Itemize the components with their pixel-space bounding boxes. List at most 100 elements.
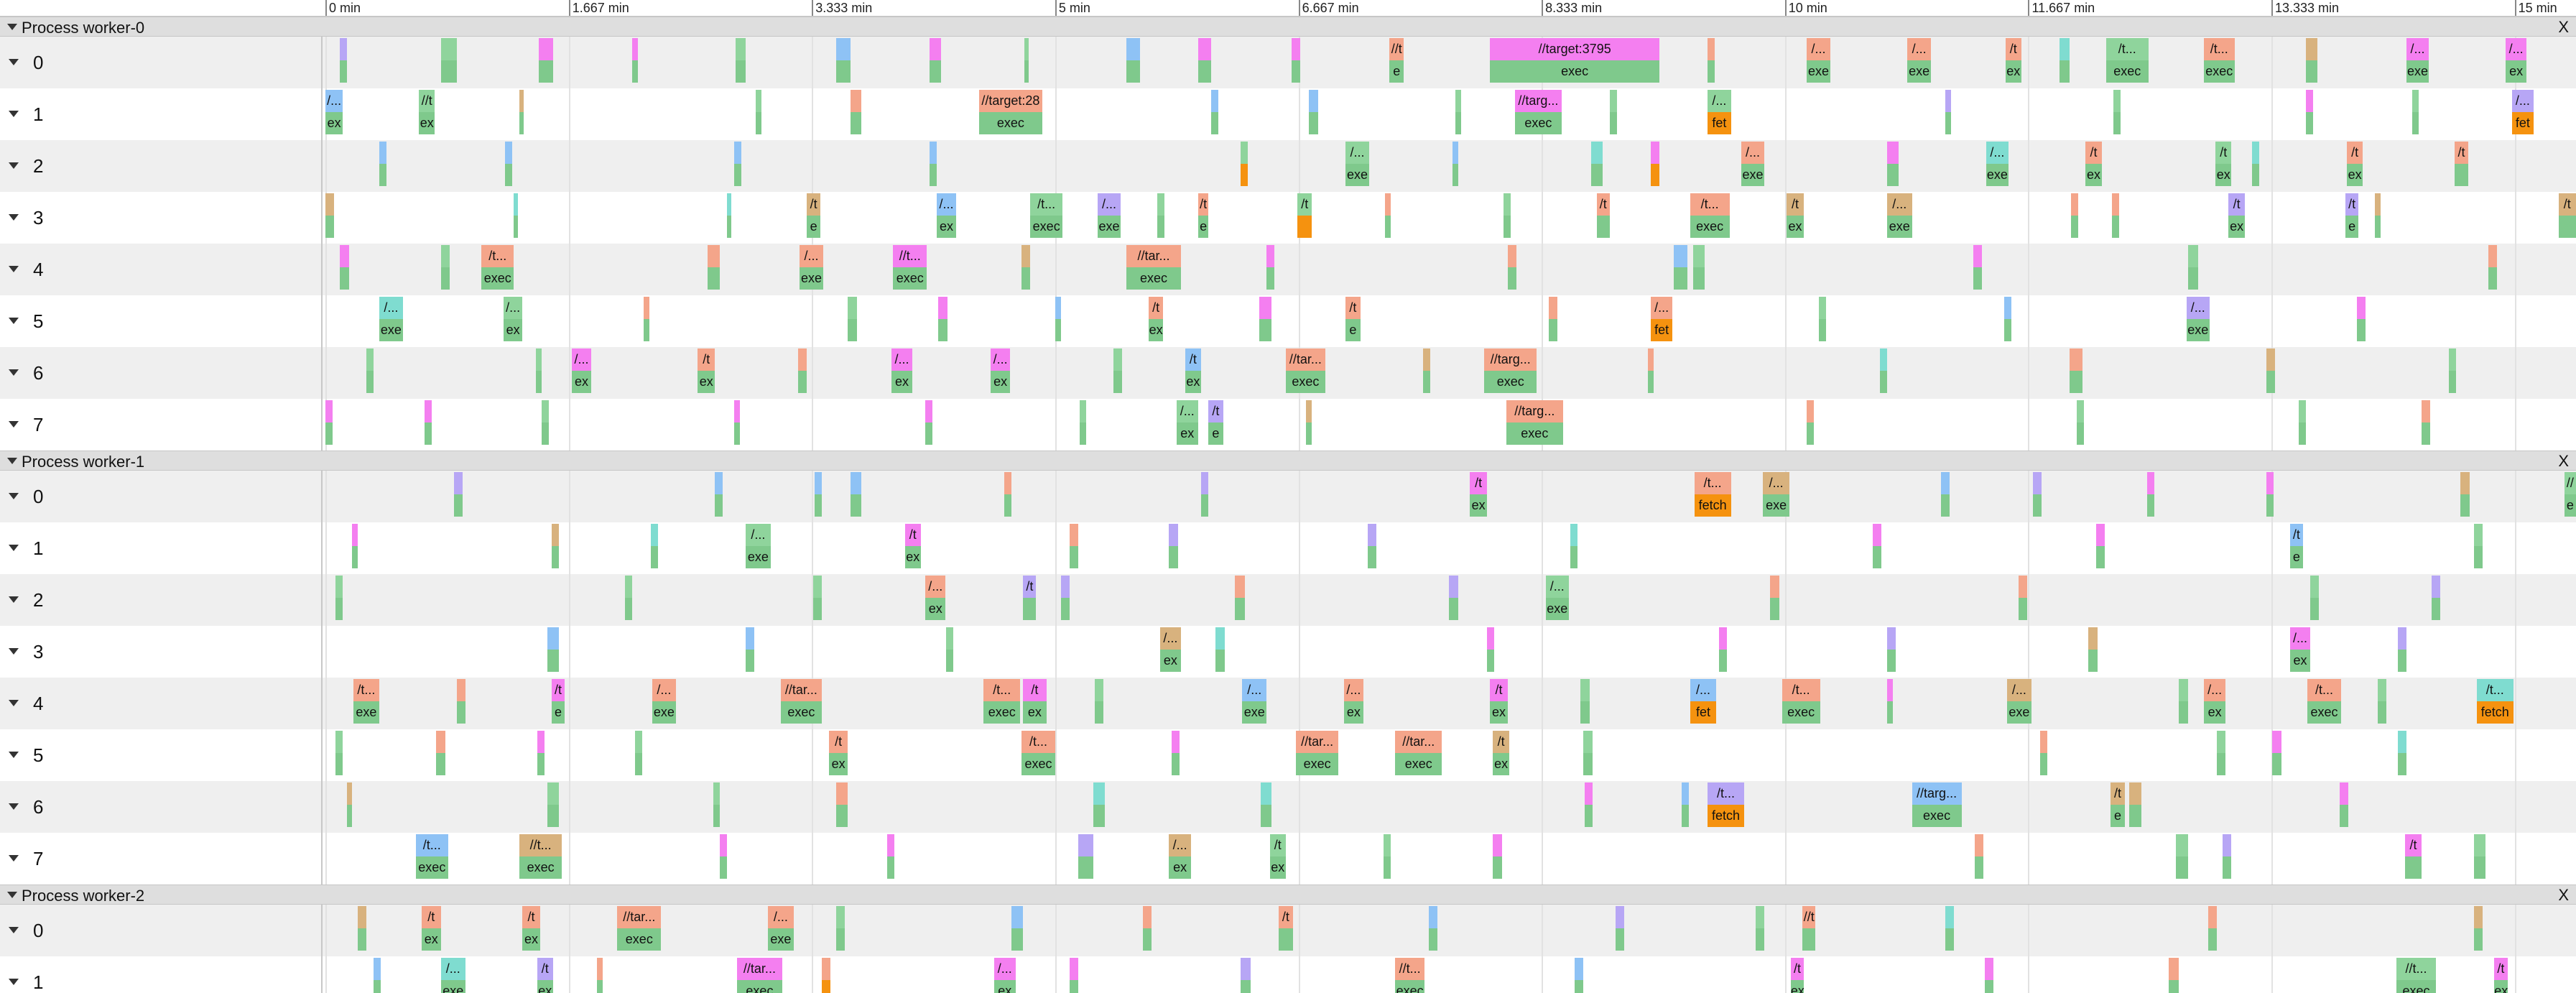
child-slice[interactable]: exe bbox=[353, 701, 380, 724]
slice[interactable]: /t bbox=[2228, 193, 2245, 216]
slice[interactable]: /... bbox=[993, 958, 1016, 980]
child-slice[interactable]: exe bbox=[1763, 494, 1789, 517]
slice[interactable]: /... bbox=[1741, 142, 1765, 164]
slice[interactable]: /... bbox=[2289, 627, 2311, 650]
slice[interactable]: //tar... bbox=[1285, 348, 1325, 371]
collapse-arrow[interactable] bbox=[9, 803, 19, 810]
child-slice[interactable]: exec bbox=[2105, 60, 2149, 83]
slice[interactable]: /... bbox=[937, 193, 956, 216]
child-slice[interactable]: exec bbox=[1514, 112, 1562, 134]
slice[interactable]: /t bbox=[807, 193, 820, 216]
child-slice[interactable]: ex bbox=[2215, 164, 2232, 186]
slice[interactable]: /... bbox=[1160, 627, 1181, 650]
child-slice[interactable]: ex bbox=[325, 112, 343, 134]
child-slice[interactable]: fetch bbox=[1708, 805, 1744, 827]
slice[interactable]: /t... bbox=[2105, 38, 2149, 60]
slice[interactable]: /... bbox=[1545, 576, 1570, 598]
child-slice[interactable]: exe bbox=[440, 980, 466, 993]
slice[interactable]: //tar... bbox=[617, 906, 662, 928]
child-slice[interactable]: ex bbox=[904, 546, 921, 568]
child-slice[interactable] bbox=[1802, 928, 1816, 951]
child-slice[interactable]: exec bbox=[1782, 701, 1820, 724]
child-slice[interactable]: ex bbox=[1344, 701, 1363, 724]
child-slice[interactable]: exec bbox=[1030, 216, 1063, 238]
slice[interactable]: /... bbox=[1345, 142, 1369, 164]
slice[interactable]: /... bbox=[767, 906, 794, 928]
slice[interactable]: /t bbox=[1469, 472, 1488, 494]
slice[interactable]: /... bbox=[2506, 38, 2526, 60]
child-slice[interactable]: ex bbox=[698, 371, 715, 393]
child-slice[interactable]: exec bbox=[1912, 805, 1962, 827]
slice[interactable]: /... bbox=[1907, 38, 1931, 60]
process-header[interactable]: Process worker-2 X bbox=[0, 885, 2576, 905]
child-slice[interactable]: ex bbox=[991, 371, 1010, 393]
child-slice[interactable]: exec bbox=[1490, 60, 1660, 83]
collapse-arrow[interactable] bbox=[9, 855, 19, 862]
child-slice[interactable]: ex bbox=[2347, 164, 2363, 186]
child-slice[interactable] bbox=[2405, 856, 2422, 879]
collapse-arrow[interactable] bbox=[9, 927, 19, 933]
child-slice[interactable]: ex bbox=[422, 928, 441, 951]
child-slice[interactable]: exe bbox=[746, 546, 771, 568]
child-slice[interactable]: ex bbox=[828, 753, 848, 775]
child-slice[interactable]: exe bbox=[2006, 701, 2032, 724]
slice[interactable]: /... bbox=[1650, 297, 1673, 319]
child-slice[interactable]: exec bbox=[736, 980, 782, 993]
process-header[interactable]: Process worker-1 X bbox=[0, 451, 2576, 471]
child-slice[interactable]: e bbox=[1198, 216, 1209, 238]
child-slice[interactable]: exe bbox=[1807, 60, 1830, 83]
collapse-arrow[interactable] bbox=[9, 979, 19, 985]
collapse-arrow[interactable] bbox=[9, 318, 19, 324]
collapse-arrow[interactable] bbox=[9, 596, 19, 603]
slice[interactable]: /t bbox=[2215, 142, 2232, 164]
slice[interactable]: //target:3795 bbox=[1490, 38, 1660, 60]
child-slice[interactable] bbox=[2455, 164, 2468, 186]
child-slice[interactable]: e bbox=[807, 216, 820, 238]
slice[interactable]: /... bbox=[2203, 679, 2226, 701]
slice[interactable]: /t bbox=[828, 731, 848, 753]
slice[interactable]: /... bbox=[746, 524, 771, 546]
slice[interactable]: /t bbox=[904, 524, 921, 546]
slice[interactable]: /t... bbox=[2476, 679, 2514, 701]
slice[interactable]: //t... bbox=[519, 834, 562, 856]
child-slice[interactable]: ex bbox=[2228, 216, 2245, 238]
collapse-arrow[interactable] bbox=[9, 421, 19, 428]
child-slice[interactable]: ex bbox=[2494, 980, 2508, 993]
child-slice[interactable]: ex bbox=[2085, 164, 2102, 186]
collapse-arrow[interactable] bbox=[9, 752, 19, 758]
child-slice[interactable]: exe bbox=[1097, 216, 1121, 238]
child-slice[interactable]: e bbox=[2345, 216, 2359, 238]
collapse-arrow[interactable] bbox=[9, 648, 19, 655]
child-slice[interactable]: ex bbox=[1469, 494, 1488, 517]
child-slice[interactable]: exec bbox=[1126, 267, 1181, 290]
slice[interactable]: /t bbox=[1148, 297, 1164, 319]
child-slice[interactable]: ex bbox=[419, 112, 435, 134]
slice[interactable]: /... bbox=[2006, 679, 2032, 701]
child-slice[interactable]: ex bbox=[1790, 980, 1804, 993]
slice[interactable]: /t bbox=[2005, 38, 2021, 60]
child-slice[interactable]: fetch bbox=[2476, 701, 2514, 724]
slice[interactable]: //t... bbox=[893, 245, 927, 267]
child-slice[interactable]: e bbox=[1345, 319, 1361, 341]
collapse-arrow[interactable] bbox=[9, 369, 19, 376]
slice[interactable]: /... bbox=[2406, 38, 2429, 60]
child-slice[interactable]: exe bbox=[1345, 164, 1369, 186]
child-slice[interactable]: exec bbox=[481, 267, 514, 290]
slice[interactable]: /t bbox=[2347, 142, 2363, 164]
slice[interactable]: /t bbox=[422, 906, 441, 928]
slice[interactable]: /t bbox=[1297, 193, 1312, 216]
slice[interactable]: /t bbox=[1023, 576, 1037, 598]
child-slice[interactable]: e bbox=[1208, 422, 1223, 445]
slice[interactable]: //targ... bbox=[1912, 782, 1962, 805]
child-slice[interactable]: exe bbox=[652, 701, 676, 724]
slice[interactable]: /... bbox=[1807, 38, 1830, 60]
child-slice[interactable]: fetch bbox=[1694, 494, 1731, 517]
child-slice[interactable]: ex bbox=[2203, 701, 2226, 724]
slice[interactable]: /t bbox=[2289, 524, 2304, 546]
child-slice[interactable]: e bbox=[1389, 60, 1404, 83]
slice[interactable]: /t bbox=[1345, 297, 1361, 319]
child-slice[interactable]: exec bbox=[979, 112, 1042, 134]
child-slice[interactable]: exec bbox=[617, 928, 662, 951]
collapse-arrow[interactable] bbox=[9, 214, 19, 221]
slice[interactable]: /t bbox=[1208, 400, 1223, 422]
